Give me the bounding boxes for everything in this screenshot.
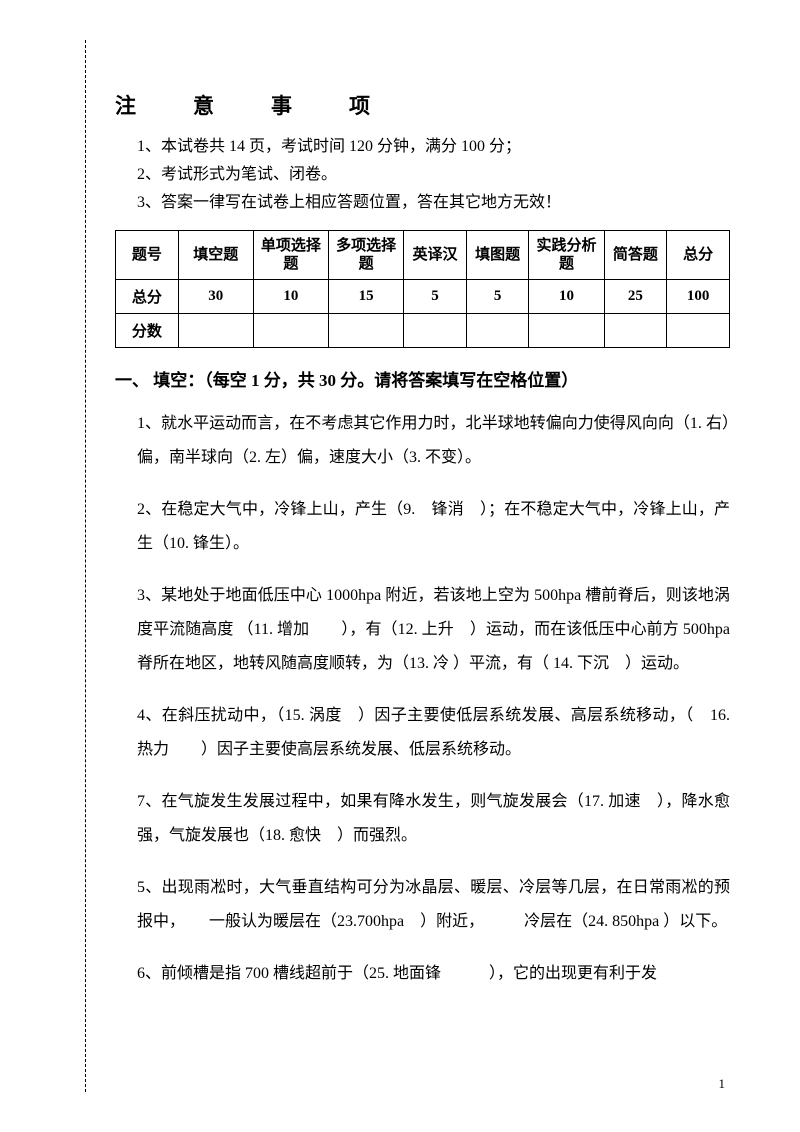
header-total: 总分	[667, 231, 730, 280]
question-2: 2、在稳定大气中，冷锋上山，产生（9. 锋消 ）；在不稳定大气中，冷锋上山，产生…	[137, 493, 730, 561]
notice-item-3: 3、答案一律写在试卷上相应答题位置，答在其它地方无效！	[137, 190, 730, 216]
score-3: 15	[328, 280, 403, 314]
header-single: 单项选择题	[253, 231, 328, 280]
question-1: 1、就水平运动而言，在不考虑其它作用力时，北半球地转偏向力使得风向向（1. 右）…	[137, 407, 730, 475]
score-1: 30	[178, 280, 253, 314]
empty-4	[404, 314, 467, 348]
notice-item-1: 1、本试卷共 14 页，考试时间 120 分钟，满分 100 分；	[137, 134, 730, 160]
empty-3	[328, 314, 403, 348]
header-short: 简答题	[604, 231, 667, 280]
table-score-row: 总分 30 10 15 5 5 10 25 100	[116, 280, 730, 314]
score-table: 题号 填空题 单项选择题 多项选择题 英译汉 填图题 实践分析题 简答题 总分 …	[115, 230, 730, 348]
empty-6	[529, 314, 604, 348]
score-6: 10	[529, 280, 604, 314]
empty-1	[178, 314, 253, 348]
margin-dashed-line	[85, 40, 86, 1092]
header-fill: 填空题	[178, 231, 253, 280]
score-4: 5	[404, 280, 467, 314]
question-5: 5、出现雨凇时，大气垂直结构可分为冰晶层、暖层、冷层等几层，在日常雨凇的预报中，…	[137, 871, 730, 939]
score-8: 100	[667, 280, 730, 314]
empty-2	[253, 314, 328, 348]
page-number: 1	[719, 1076, 726, 1092]
section1-title: 一、 填空：（每空 1 分，共 30 分。请将答案填写在空格位置）	[115, 366, 730, 391]
table-header-row: 题号 填空题 单项选择题 多项选择题 英译汉 填图题 实践分析题 简答题 总分	[116, 231, 730, 280]
question-7: 7、在气旋发生发展过程中，如果有降水发生，则气旋发展会（17. 加速 ），降水愈…	[137, 785, 730, 853]
empty-8	[667, 314, 730, 348]
notice-title: 注 意 事 项	[115, 90, 730, 120]
notice-item-2: 2、考试形式为笔试、闭卷。	[137, 162, 730, 188]
score-5: 5	[466, 280, 529, 314]
header-multi: 多项选择题	[328, 231, 403, 280]
question-6: 6、前倾槽是指 700 槽线超前于（25. 地面锋 ），它的出现更有利于发	[137, 957, 730, 991]
row2-label: 总分	[116, 280, 179, 314]
header-diagram: 填图题	[466, 231, 529, 280]
table-empty-row: 分数	[116, 314, 730, 348]
question-4: 4、在斜压扰动中，（15. 涡度 ）因子主要使低层系统发展、高层系统移动，（ 1…	[137, 699, 730, 767]
score-7: 25	[604, 280, 667, 314]
score-2: 10	[253, 280, 328, 314]
empty-5	[466, 314, 529, 348]
empty-7	[604, 314, 667, 348]
question-3: 3、某地处于地面低压中心 1000hpa 附近，若该地上空为 500hpa 槽前…	[137, 579, 730, 681]
row3-label: 分数	[116, 314, 179, 348]
header-trans: 英译汉	[404, 231, 467, 280]
header-num: 题号	[116, 231, 179, 280]
header-practice: 实践分析题	[529, 231, 604, 280]
